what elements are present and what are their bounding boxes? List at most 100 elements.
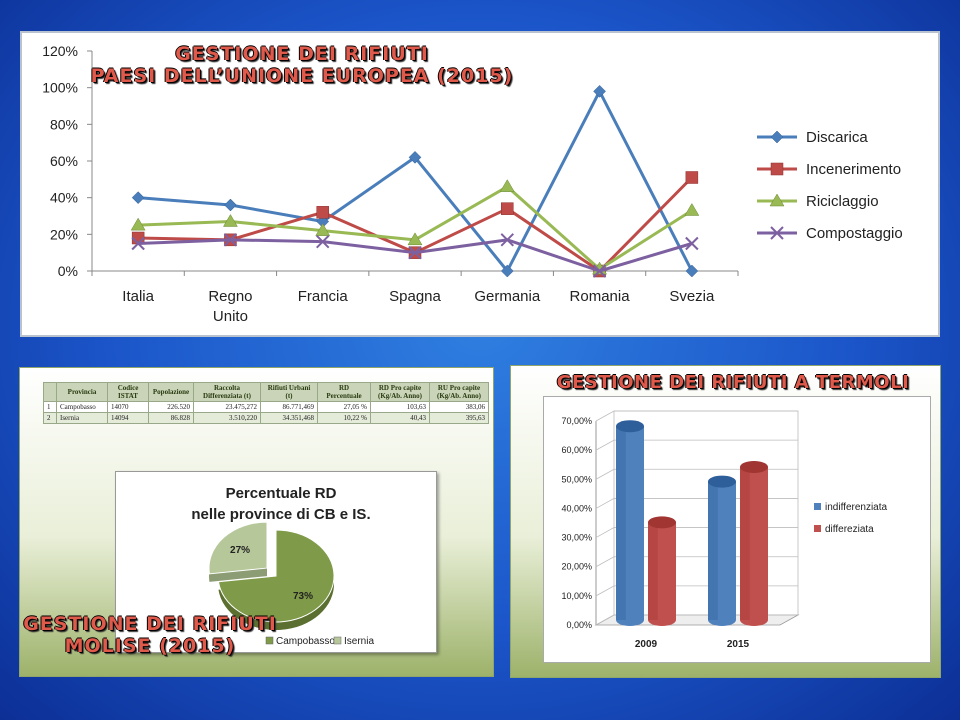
table-header: Provincia [56,382,108,402]
data-point-compostaggio [408,245,422,260]
gridline [595,556,798,568]
gridline [595,468,798,480]
data-point-incenerimento [316,206,329,219]
data-point-compostaggio [223,233,238,247]
bar-indifferenziata-2009-top [616,420,644,433]
pie-data-label-campobasso: 73% [293,591,313,602]
table-cell: Isernia [56,412,108,424]
pie-chart-box: Percentuale RD nelle province di CB e IS.… [115,471,437,653]
x-tick-label: Svezia [669,288,715,305]
molise-table: Provincia Codice ISTAT Popolazione Racco… [43,382,489,424]
gridline [595,527,798,538]
bar-indifferenziata-2015-shade [708,481,718,620]
table-header: Raccolta Differenziata (t) [193,382,261,402]
molise-title: GESTIONE DEI RIFIUTI MOLISE (2015) [20,613,280,657]
table-cell: 383,06 [429,401,489,413]
bar-differeziata-2009 [648,516,676,626]
molise-title-line1: GESTIONE DEI RIFIUTI [23,613,277,635]
bar-differeziata-2009-shade [648,522,658,620]
bar-indifferenziata-2015-body [708,481,736,626]
data-point-riciclaggio [407,232,423,246]
legend-swatch-differeziata [814,525,821,532]
table-cell: 27,05 % [317,401,371,413]
y-tick-label: 20,00% [561,562,592,572]
pie-title: Percentuale RD nelle province di CB e IS. [191,485,370,523]
table-cell: 10,22 % [317,412,371,424]
y-tick-label: 60,00% [561,445,592,455]
x-tick-label: Romania [570,288,631,305]
y-tick-label: 120% [42,43,78,59]
y-tick-label: 40% [50,190,78,206]
y-tick-label: 40,00% [561,503,592,513]
pie-data-label-isernia: 27% [230,545,250,556]
table-header-row: Provincia Codice ISTAT Popolazione Racco… [43,382,489,402]
table-header: Popolazione [148,382,194,402]
legend-label-differeziata: differeziata [825,524,874,535]
data-point-riciclaggio [499,179,515,192]
pie-slice-campobasso [217,529,335,623]
table-cell: 23.475,272 [193,401,261,413]
table-cell: 86.828 [148,412,194,424]
data-point-compostaggio [131,236,145,251]
table-cell: 2 [43,412,57,424]
y-tick-label: 30,00% [561,533,592,543]
y-tick-label: 0% [58,263,78,279]
x-tick-label: 2009 [635,639,658,650]
bar-indifferenziata-2009-shade [616,426,626,620]
legend-label-incenerimento: Incenerimento [806,161,901,178]
molise-table-wrap: Provincia Codice ISTAT Popolazione Racco… [43,382,489,424]
legend-swatch-indifferenziata [814,503,821,510]
y-tick-label: 50,00% [561,474,592,484]
eu-title-line2: PAESI DELL’UNIONE EUROPEA (2015) [90,65,514,87]
x-tick-label: Germania [474,288,541,305]
data-point-discarica [685,264,699,278]
gridline [595,439,798,451]
bar-differeziata-2009-top [648,516,676,529]
data-point-riciclaggio [684,203,700,216]
termoli-bar-chart: 0,00% 10,00% 20,00% 30,00% 40,00% 50,00% 60,00… [561,410,888,650]
x-tick-label: Spagna [389,288,441,305]
pie-slice-isernia [208,521,268,575]
termoli-panel: 0,00% 10,00% 20,00% 30,00% 40,00% 50,00% 60,00… [510,365,941,678]
table-cell: 14070 [107,401,149,413]
table-header [43,382,57,402]
data-point-discarica [131,191,145,205]
table-cell: 14094 [107,412,149,424]
gridline [595,410,798,422]
data-point-discarica [224,198,237,212]
bar-differeziata-2015-shade [740,467,750,620]
data-point-riciclaggio [130,217,146,231]
y-tick-label: 100% [42,80,78,96]
legend-swatch-campobasso [265,636,274,645]
x-tick-label: Regno Unito [208,288,252,325]
bar-differeziata-2009-body [648,522,676,626]
x-tick-label: 2015 [727,639,750,650]
table-cell: 226.520 [148,401,194,413]
gridline [595,585,798,597]
x-tick-label: Francia [298,288,349,305]
legend-label-indifferenziata: indifferenziata [825,502,888,513]
data-point-compostaggio [500,233,514,247]
bar-indifferenziata-2009-body [616,426,644,626]
table-cell: 3.510,220 [193,412,261,424]
legend-label-campobasso: Campobasso [276,636,335,647]
table-cell: 34.351,468 [260,412,318,424]
legend-swatch-isernia [333,636,342,645]
data-point-riciclaggio [315,223,331,236]
legend-label-riciclaggio: Riciclaggio [806,193,879,210]
data-point-compostaggio [685,236,699,251]
bar-differeziata-2015-top [740,461,768,473]
bar-indifferenziata-2015 [708,475,736,626]
eu-line-chart: 0% 20% 40% 60% 80% 100% 120% Italia Regno Unito Fr… [42,43,903,325]
bar-differeziata-2015-body [740,467,768,626]
eu-chart-title: GESTIONE DEI RIFIUTI PAESI DELL’UNIONE E… [82,43,522,87]
table-row: 2 Isernia 14094 86.828 3.510,220 34.351,… [43,412,489,424]
y-tick-label: 10,00% [561,591,592,601]
termoli-chart-box: 0,00% 10,00% 20,00% 30,00% 40,00% 50,00% 60,00… [543,396,931,663]
rd-pie-chart: Percentuale RD nelle province di CB e IS.… [191,485,374,647]
legend-label-isernia: Isernia [344,636,374,647]
data-point-compostaggio [316,234,330,249]
data-point-discarica [593,84,606,98]
eu-title-line1: GESTIONE DEI RIFIUTI [175,43,429,65]
legend-marker-compostaggio [770,226,784,240]
